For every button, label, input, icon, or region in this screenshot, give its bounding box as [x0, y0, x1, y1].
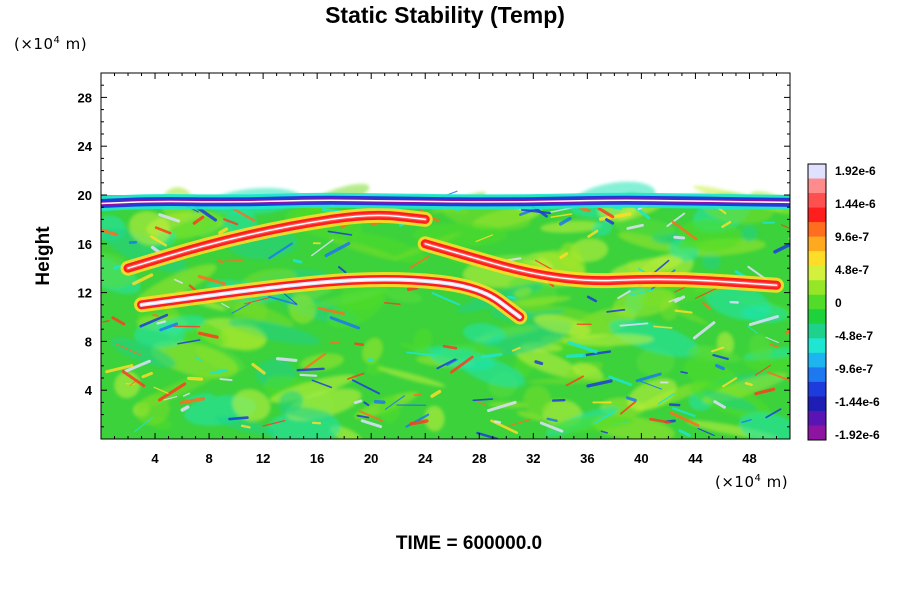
colorbar-label: -9.6e-7	[835, 362, 873, 376]
y-unit-label: (×104 m)	[14, 35, 87, 53]
x-unit-suffix: m)	[767, 473, 788, 491]
chart-title: Static Stability (Temp)	[325, 2, 565, 28]
y-tick-label: 16	[78, 237, 92, 252]
colorbar-label: -1.44e-6	[835, 395, 880, 409]
x-tick-label: 44	[688, 451, 703, 466]
colorbar-swatch	[808, 193, 826, 209]
y-unit-suffix: m)	[66, 35, 87, 53]
colorbar-swatch	[808, 207, 826, 223]
x-tick-label: 16	[310, 451, 324, 466]
y-tick-label: 24	[78, 139, 93, 154]
colorbar-label: 0	[835, 296, 842, 310]
y-tick-label: 12	[78, 286, 92, 301]
x-axis: 4 8 12 16 20 24 28 32 36 40 44 48	[114, 73, 777, 466]
y-tick-label: 4	[85, 383, 93, 398]
colorbar-swatch	[808, 396, 826, 412]
colorbar-label: 1.44e-6	[835, 197, 876, 211]
x-tick-label: 20	[364, 451, 378, 466]
x-tick-label: 40	[634, 451, 648, 466]
colorbar-swatch	[808, 352, 826, 368]
colorbar-swatch	[808, 251, 826, 267]
colorbar-swatch	[808, 309, 826, 325]
colorbar-swatch	[808, 164, 826, 180]
colorbar-swatch	[808, 222, 826, 238]
colorbar-swatch	[808, 265, 826, 281]
x-tick-label: 12	[256, 451, 270, 466]
colorbar-label: 1.92e-6	[835, 164, 876, 178]
field-bands	[101, 192, 790, 325]
colorbar: 1.92e-6 1.44e-6 9.6e-7 4.8e-7 0 -4.8e-7 -9.6e-…	[807, 163, 880, 442]
y-unit-base: (×10	[14, 35, 54, 53]
colorbar-label: 9.6e-7	[835, 230, 869, 244]
field-band-1	[417, 236, 784, 293]
y-unit-exponent: 4	[54, 35, 61, 46]
field-band-2	[120, 207, 433, 276]
colorbar-label: 4.8e-7	[835, 263, 869, 277]
x-tick-label: 32	[526, 451, 540, 466]
x-unit-exponent: 4	[755, 473, 762, 484]
colorbar-swatch	[808, 367, 826, 383]
y-tick-label: 28	[78, 90, 92, 105]
colorbar-swatch	[808, 425, 826, 441]
x-unit-base: (×10	[715, 473, 755, 491]
time-label: TIME = 600000.0	[396, 533, 542, 554]
colorbar-swatch	[808, 280, 826, 296]
colorbar-swatch	[808, 294, 826, 310]
x-tick-label: 8	[205, 451, 212, 466]
colorbar-swatch	[808, 178, 826, 194]
colorbar-swatch	[808, 323, 826, 339]
svg-text:(×104 m): (×104 m)	[14, 35, 87, 53]
field-band-0	[134, 272, 528, 325]
y-axis: 4 8 12 16 20 24 28	[78, 84, 790, 428]
x-tick-label: 4	[151, 451, 159, 466]
x-tick-label: 28	[472, 451, 486, 466]
colorbar-label: -1.92e-6	[835, 428, 880, 442]
heatmap-field	[101, 181, 790, 439]
y-tick-label: 8	[85, 334, 92, 349]
colorbar-swatch	[808, 410, 826, 426]
colorbar-swatch	[808, 236, 826, 252]
colorbar-swatch	[808, 338, 826, 354]
x-tick-label: 24	[418, 451, 433, 466]
x-tick-label: 48	[742, 451, 756, 466]
colorbar-swatch	[808, 381, 826, 397]
y-axis-label: Height	[33, 226, 54, 286]
colorbar-label: -4.8e-7	[835, 329, 873, 343]
colorbar-frame	[807, 163, 827, 441]
svg-text:(×104 m): (×104 m)	[715, 473, 788, 491]
y-tick-label: 20	[78, 188, 92, 203]
x-tick-label: 36	[580, 451, 594, 466]
field-band-3	[101, 192, 790, 212]
x-unit-label: (×104 m)	[715, 473, 788, 491]
